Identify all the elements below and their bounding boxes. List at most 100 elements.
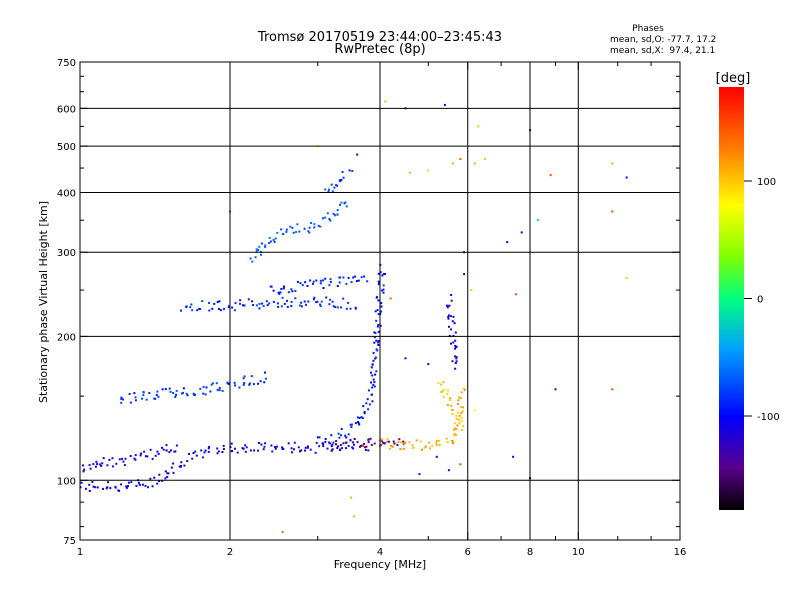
scatter-points xyxy=(79,100,628,533)
trace-point xyxy=(191,309,194,312)
trace-point xyxy=(376,296,378,299)
trace-point xyxy=(455,360,458,363)
trace-point xyxy=(236,451,239,454)
trace-point xyxy=(204,449,207,452)
trace-point xyxy=(344,441,347,444)
trace-point xyxy=(291,226,294,229)
scatter-point xyxy=(427,169,430,172)
trace-point xyxy=(111,465,114,468)
trace-point xyxy=(319,305,322,307)
trace-point xyxy=(166,475,169,478)
trace-point xyxy=(92,485,95,488)
trace-point xyxy=(402,448,405,450)
trace-point xyxy=(194,450,197,453)
trace-point xyxy=(398,438,401,441)
trace-point xyxy=(181,392,183,395)
trace-point xyxy=(134,399,137,402)
trace-point xyxy=(165,444,168,447)
trace-point xyxy=(161,479,164,482)
trace-point xyxy=(300,449,303,452)
trace-point xyxy=(453,422,456,425)
trace-point xyxy=(374,356,377,359)
trace-point xyxy=(353,443,355,446)
trace-point xyxy=(312,282,314,285)
trace-point xyxy=(114,486,117,489)
trace-point xyxy=(219,309,222,312)
trace-point xyxy=(447,314,450,317)
trace-point xyxy=(342,442,345,445)
trace-point xyxy=(375,348,378,351)
trace-point xyxy=(172,392,175,394)
trace-point xyxy=(82,464,85,467)
trace-point xyxy=(280,305,283,308)
trace-point xyxy=(363,275,366,278)
colorbar xyxy=(719,87,744,510)
trace-point xyxy=(273,240,276,243)
trace-point xyxy=(338,436,341,439)
trace-point xyxy=(309,448,312,451)
trace-point xyxy=(443,388,446,391)
trace-point xyxy=(452,315,455,318)
chart-title: Tromsø 20170519 23:44:00–23:45:43 xyxy=(257,30,502,45)
scatter-point xyxy=(506,241,509,244)
trace-point xyxy=(404,441,407,444)
trace-point xyxy=(342,297,345,300)
trace-point xyxy=(380,310,382,313)
scatter-point xyxy=(625,277,628,279)
trace-point xyxy=(203,451,206,454)
trace-point xyxy=(332,441,335,444)
trace-point xyxy=(306,446,309,449)
trace-point xyxy=(205,386,208,389)
trace-point xyxy=(258,307,261,310)
trace-point xyxy=(461,417,464,420)
trace-point xyxy=(435,440,438,442)
trace-point xyxy=(357,279,360,282)
trace-point xyxy=(454,362,457,364)
trace-point xyxy=(456,424,459,427)
trace-point xyxy=(275,445,278,448)
trace-point xyxy=(272,239,275,241)
trace-point xyxy=(199,387,202,390)
trace-point xyxy=(154,454,157,457)
trace-point xyxy=(351,170,354,172)
trace-point xyxy=(89,467,92,470)
trace-point xyxy=(350,426,353,429)
trace-point xyxy=(366,280,369,283)
trace-point xyxy=(337,445,339,448)
trace-point xyxy=(202,392,205,395)
trace-point xyxy=(156,450,159,453)
trace-point xyxy=(377,272,380,275)
trace-point xyxy=(373,442,376,445)
trace-point xyxy=(345,436,348,439)
scatter-point xyxy=(409,171,412,174)
trace-point xyxy=(399,448,402,450)
trace-point xyxy=(377,341,379,344)
trace-point xyxy=(419,440,422,443)
trace-point xyxy=(278,293,281,296)
trace-point xyxy=(340,178,343,181)
trace-point xyxy=(211,307,214,310)
trace-point xyxy=(380,438,383,441)
trace-point xyxy=(371,386,374,389)
trace-point xyxy=(372,351,375,354)
trace-point xyxy=(463,387,466,390)
trace-point xyxy=(276,302,279,305)
colorbar-label: [deg] xyxy=(716,71,751,86)
trace-point xyxy=(453,434,456,437)
trace-point xyxy=(375,339,378,342)
trace-point xyxy=(421,448,423,451)
trace-point xyxy=(318,445,321,448)
trace-point xyxy=(162,448,165,451)
trace-point xyxy=(415,439,418,442)
trace-point xyxy=(344,434,347,437)
trace-point xyxy=(454,347,457,350)
trace-point xyxy=(396,444,399,446)
trace-point xyxy=(453,429,456,432)
trace-point xyxy=(438,443,441,446)
trace-point xyxy=(382,291,385,294)
trace-point xyxy=(196,309,199,312)
trace-point xyxy=(349,423,352,426)
trace-point xyxy=(338,276,341,279)
trace-point xyxy=(156,390,159,393)
